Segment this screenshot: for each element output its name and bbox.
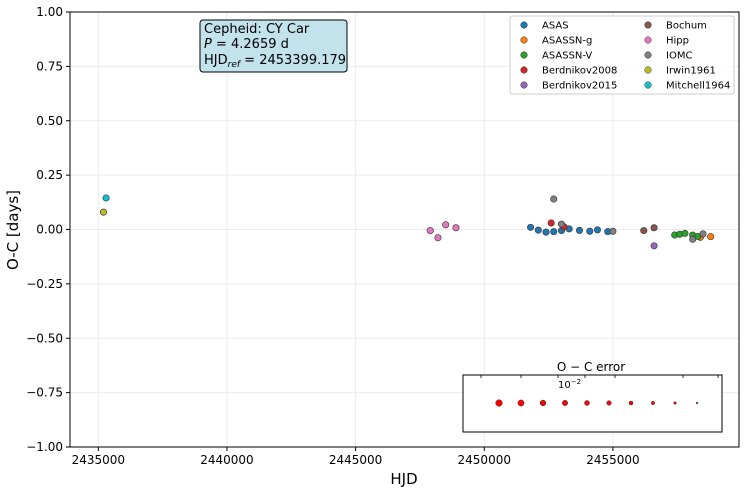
y-tick-label: 0.50 <box>36 114 63 128</box>
x-axis-ticks: 2435000 2440000 2445000 2450000 2455000 <box>72 447 640 467</box>
error-legend: O − C error 10−2 <box>462 360 723 433</box>
error-legend-ticks <box>480 375 719 378</box>
info-box-period: P = 4.2659 d <box>204 37 289 52</box>
data-point-hipp <box>452 224 460 232</box>
info-box-reference-epoch: HJDref = 2453399.179 <box>204 53 346 70</box>
info-box: Cepheid: CY Car P = 4.2659 d HJDref = 24… <box>199 19 348 73</box>
data-point-iomc <box>609 227 617 235</box>
legend-marker-bochum <box>644 21 652 29</box>
data-point-iomc <box>689 235 697 243</box>
legend-marker-asassn-g <box>520 36 528 44</box>
legend-label-asassn-v: ASASSN-V <box>542 51 592 62</box>
legend-marker-irwin1961 <box>644 66 652 74</box>
x-tick-label: 2445000 <box>329 453 382 467</box>
error-legend-marker <box>673 401 677 405</box>
data-point-bochum <box>640 227 648 235</box>
legend-label-asassn-g: ASASSN-g <box>542 36 592 47</box>
error-legend-marker <box>517 399 525 407</box>
legend-marker-asassn-v <box>520 51 528 59</box>
error-legend-markers <box>495 399 699 407</box>
legend-marker-iomc <box>644 51 652 59</box>
data-point-irwin1961 <box>99 208 107 216</box>
legend-marker-berdnikov2008 <box>520 66 528 74</box>
data-point-asas <box>586 227 594 235</box>
x-axis-label: HJD <box>390 470 417 488</box>
data-point-hipp <box>442 221 450 229</box>
y-tick-label: −0.75 <box>26 386 63 400</box>
error-legend-marker <box>539 399 547 407</box>
legend-label-mitchell1964: Mitchell1964 <box>666 81 730 92</box>
data-point-iomc <box>557 220 565 228</box>
data-point-asas <box>575 226 583 234</box>
legend-label-bochum: Bochum <box>666 21 707 32</box>
legend-label-berdnikov2008: Berdnikov2008 <box>542 66 617 77</box>
y-tick-label: −1.00 <box>26 440 63 454</box>
x-tick-label: 2450000 <box>458 453 511 467</box>
info-box-title: Cepheid: CY Car <box>204 22 310 37</box>
y-tick-label: 0.00 <box>36 223 63 237</box>
x-tick-label: 2440000 <box>200 453 253 467</box>
data-point-berdnikov2008 <box>547 219 555 227</box>
legend-label-asas: ASAS <box>542 21 569 32</box>
data-point-asas <box>542 228 550 236</box>
data-point-iomc <box>550 195 558 203</box>
error-legend-title: O − C error <box>557 360 625 374</box>
y-axis-label: O-C [days] <box>4 190 22 270</box>
data-point-asas <box>527 223 535 231</box>
y-axis-ticks: −1.00 −0.75 −0.50 −0.25 0.00 0.25 0.50 0.75 1.00 <box>26 5 70 454</box>
error-legend-marker <box>606 400 612 406</box>
error-legend-scale-label: 10−2 <box>558 378 581 391</box>
legend-label-hipp: Hipp <box>666 36 689 47</box>
y-tick-label: 1.00 <box>36 5 63 19</box>
error-legend-marker <box>651 401 655 405</box>
data-point-iomc <box>699 230 707 238</box>
y-tick-label: 0.25 <box>36 168 63 182</box>
x-tick-label: 2435000 <box>72 453 125 467</box>
data-point-hipp <box>434 234 442 242</box>
y-tick-label: −0.25 <box>26 277 63 291</box>
legend: ASAS ASASSN-g ASASSN-V Berdnikov2008 Berdnik… <box>509 15 735 95</box>
data-point-asassn-g <box>707 233 715 241</box>
legend-label-berdnikov2015: Berdnikov2015 <box>542 81 617 92</box>
data-point-asas <box>593 226 601 234</box>
legend-marker-asas <box>520 21 528 29</box>
legend-frame <box>509 15 735 95</box>
y-tick-label: −0.50 <box>26 331 63 345</box>
error-legend-marker <box>495 399 503 407</box>
data-point-asas <box>550 228 558 236</box>
legend-label-iomc: IOMC <box>666 51 692 62</box>
error-legend-marker <box>628 400 634 406</box>
data-point-mitchell1964 <box>102 194 110 202</box>
error-legend-marker <box>695 401 699 405</box>
error-legend-frame <box>462 374 723 433</box>
error-legend-marker <box>584 400 590 406</box>
data-point-asassn-v <box>681 229 689 237</box>
legend-label-irwin1961: Irwin1961 <box>666 66 716 77</box>
error-legend-marker <box>562 400 568 406</box>
data-point-bochum <box>650 224 658 232</box>
legend-marker-hipp <box>644 36 652 44</box>
legend-marker-berdnikov2015 <box>520 81 528 89</box>
legend-entries: ASAS ASASSN-g ASASSN-V Berdnikov2008 Berdnik… <box>520 21 730 92</box>
data-points <box>99 194 715 250</box>
legend-marker-mitchell1964 <box>644 81 652 89</box>
data-point-hipp <box>426 227 434 235</box>
x-tick-label: 2455000 <box>586 453 639 467</box>
data-point-berdnikov2015 <box>650 242 658 250</box>
data-point-asas <box>534 226 542 234</box>
y-tick-label: 0.75 <box>36 59 63 73</box>
